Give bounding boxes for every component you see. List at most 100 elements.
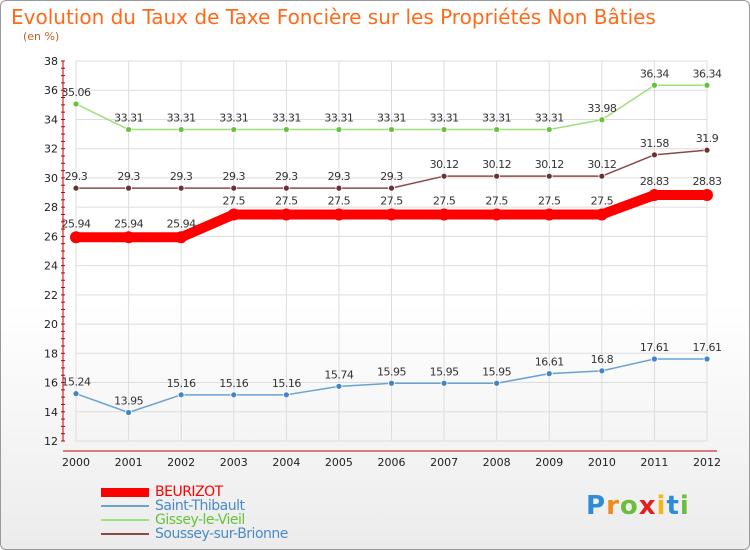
- data-point-saint-thibault: [493, 379, 501, 387]
- y-tick-label: 32: [44, 143, 58, 156]
- unit-label: (en %): [23, 30, 60, 43]
- data-label-soussey-sur-brionne: 30.12: [430, 158, 459, 171]
- data-point-gissey-le-vieil: [651, 81, 658, 89]
- data-point-soussey-sur-brionne: [388, 184, 395, 192]
- y-tick-label: 34: [44, 113, 58, 126]
- data-point-soussey-sur-brionne: [335, 184, 343, 192]
- x-tick-label: 2007: [430, 456, 458, 469]
- y-tick-label: 36: [44, 84, 58, 97]
- data-label-beurizot: 27.5: [380, 194, 403, 207]
- data-point-beurizot: [595, 208, 608, 221]
- data-point-saint-thibault: [703, 355, 711, 363]
- data-label-beurizot: 27.5: [591, 194, 614, 207]
- x-tick-label: 2004: [272, 456, 300, 469]
- data-point-gissey-le-vieil: [335, 126, 343, 133]
- data-label-gissey-le-vieil: 36.34: [640, 67, 669, 80]
- proxiti-logo: Proxiti: [586, 491, 690, 521]
- data-point-beurizot: [332, 208, 345, 221]
- data-label-gissey-le-vieil: 33.98: [587, 102, 616, 115]
- legend-label-soussey-sur-brionne: Soussey-sur-Brionne: [155, 526, 288, 542]
- data-label-soussey-sur-brionne: 29.3: [170, 170, 193, 183]
- data-label-saint-thibault: 13.95: [114, 395, 143, 408]
- data-label-soussey-sur-brionne: 29.3: [117, 170, 140, 183]
- data-point-beurizot: [70, 231, 82, 244]
- data-point-saint-thibault: [598, 367, 606, 375]
- data-label-saint-thibault: 15.16: [167, 377, 196, 390]
- data-point-soussey-sur-brionne: [125, 184, 132, 192]
- x-tick-label: 2011: [640, 456, 668, 469]
- data-point-soussey-sur-brionne: [440, 172, 448, 180]
- chart-title: Evolution du Taux de Taxe Foncière sur l…: [11, 5, 656, 29]
- x-tick-label: 2001: [115, 456, 143, 469]
- data-label-soussey-sur-brionne: 30.12: [587, 158, 616, 171]
- data-point-gissey-le-vieil: [440, 126, 448, 133]
- data-label-saint-thibault: 16.8: [591, 353, 614, 366]
- legend-swatch-saint-thibault: [101, 505, 149, 507]
- data-label-beurizot: 27.5: [538, 194, 561, 207]
- data-label-saint-thibault: 17.61: [640, 341, 669, 354]
- data-point-soussey-sur-brionne: [177, 184, 185, 192]
- data-point-gissey-le-vieil: [177, 126, 185, 133]
- data-label-soussey-sur-brionne: 30.12: [482, 158, 511, 171]
- data-point-soussey-sur-brionne: [493, 172, 501, 180]
- data-point-soussey-sur-brionne: [72, 184, 80, 192]
- data-label-saint-thibault: 16.61: [535, 356, 564, 369]
- data-label-beurizot: 28.83: [640, 175, 669, 188]
- data-label-beurizot: 25.94: [62, 217, 91, 230]
- data-label-gissey-le-vieil: 35.06: [62, 86, 91, 99]
- data-label-beurizot: 28.83: [693, 175, 722, 188]
- data-point-beurizot: [438, 208, 451, 221]
- data-point-beurizot: [227, 208, 240, 221]
- data-label-gissey-le-vieil: 33.31: [324, 112, 353, 125]
- y-tick-label: 38: [44, 55, 58, 68]
- data-point-soussey-sur-brionne: [545, 172, 553, 180]
- data-point-saint-thibault: [545, 370, 553, 378]
- data-point-beurizot: [280, 208, 293, 221]
- data-point-gissey-le-vieil: [545, 126, 553, 133]
- data-label-soussey-sur-brionne: 29.3: [275, 170, 298, 183]
- x-tick-label: 2002: [167, 456, 195, 469]
- data-point-gissey-le-vieil: [125, 126, 132, 133]
- data-point-gissey-le-vieil: [598, 116, 606, 124]
- data-point-gissey-le-vieil: [493, 126, 501, 133]
- data-point-beurizot: [122, 231, 135, 244]
- x-tick-label: 2010: [588, 456, 616, 469]
- data-label-gissey-le-vieil: 33.31: [535, 112, 564, 125]
- y-tick-label: 14: [44, 406, 58, 419]
- legend-label-beurizot: BEURIZOT: [155, 484, 223, 500]
- data-point-gissey-le-vieil: [230, 126, 238, 133]
- legend-label-saint-thibault: Saint-Thibault: [155, 498, 245, 514]
- y-tick-label: 28: [44, 201, 58, 214]
- data-point-saint-thibault: [335, 382, 343, 390]
- data-point-saint-thibault: [282, 391, 290, 399]
- data-label-saint-thibault: 17.61: [693, 341, 722, 354]
- data-label-gissey-le-vieil: 33.31: [272, 112, 301, 125]
- data-label-gissey-le-vieil: 36.34: [693, 67, 722, 80]
- data-label-soussey-sur-brionne: 29.3: [380, 170, 403, 183]
- data-label-saint-thibault: 15.95: [482, 365, 511, 378]
- y-tick-label: 24: [44, 260, 58, 273]
- data-label-saint-thibault: 15.16: [219, 377, 248, 390]
- data-label-saint-thibault: 15.95: [377, 365, 406, 378]
- data-label-saint-thibault: 15.74: [324, 368, 353, 381]
- data-label-gissey-le-vieil: 33.31: [430, 112, 459, 125]
- data-point-soussey-sur-brionne: [703, 146, 711, 154]
- data-label-gissey-le-vieil: 33.31: [167, 112, 196, 125]
- data-label-beurizot: 27.5: [223, 194, 246, 207]
- y-tick-label: 22: [44, 289, 58, 302]
- x-tick-label: 2012: [693, 456, 721, 469]
- x-tick-label: 2006: [378, 456, 406, 469]
- data-point-soussey-sur-brionne: [598, 172, 606, 180]
- data-label-saint-thibault: 15.95: [430, 365, 459, 378]
- data-label-soussey-sur-brionne: 31.58: [640, 137, 669, 150]
- x-tick-label: 2005: [325, 456, 353, 469]
- data-label-beurizot: 27.5: [433, 194, 456, 207]
- data-label-saint-thibault: 15.16: [272, 377, 301, 390]
- data-label-gissey-le-vieil: 33.31: [219, 112, 248, 125]
- data-point-saint-thibault: [651, 355, 658, 363]
- data-label-beurizot: 25.94: [114, 217, 143, 230]
- data-point-saint-thibault: [440, 379, 448, 387]
- data-label-soussey-sur-brionne: 29.3: [223, 170, 246, 183]
- data-point-gissey-le-vieil: [388, 126, 395, 133]
